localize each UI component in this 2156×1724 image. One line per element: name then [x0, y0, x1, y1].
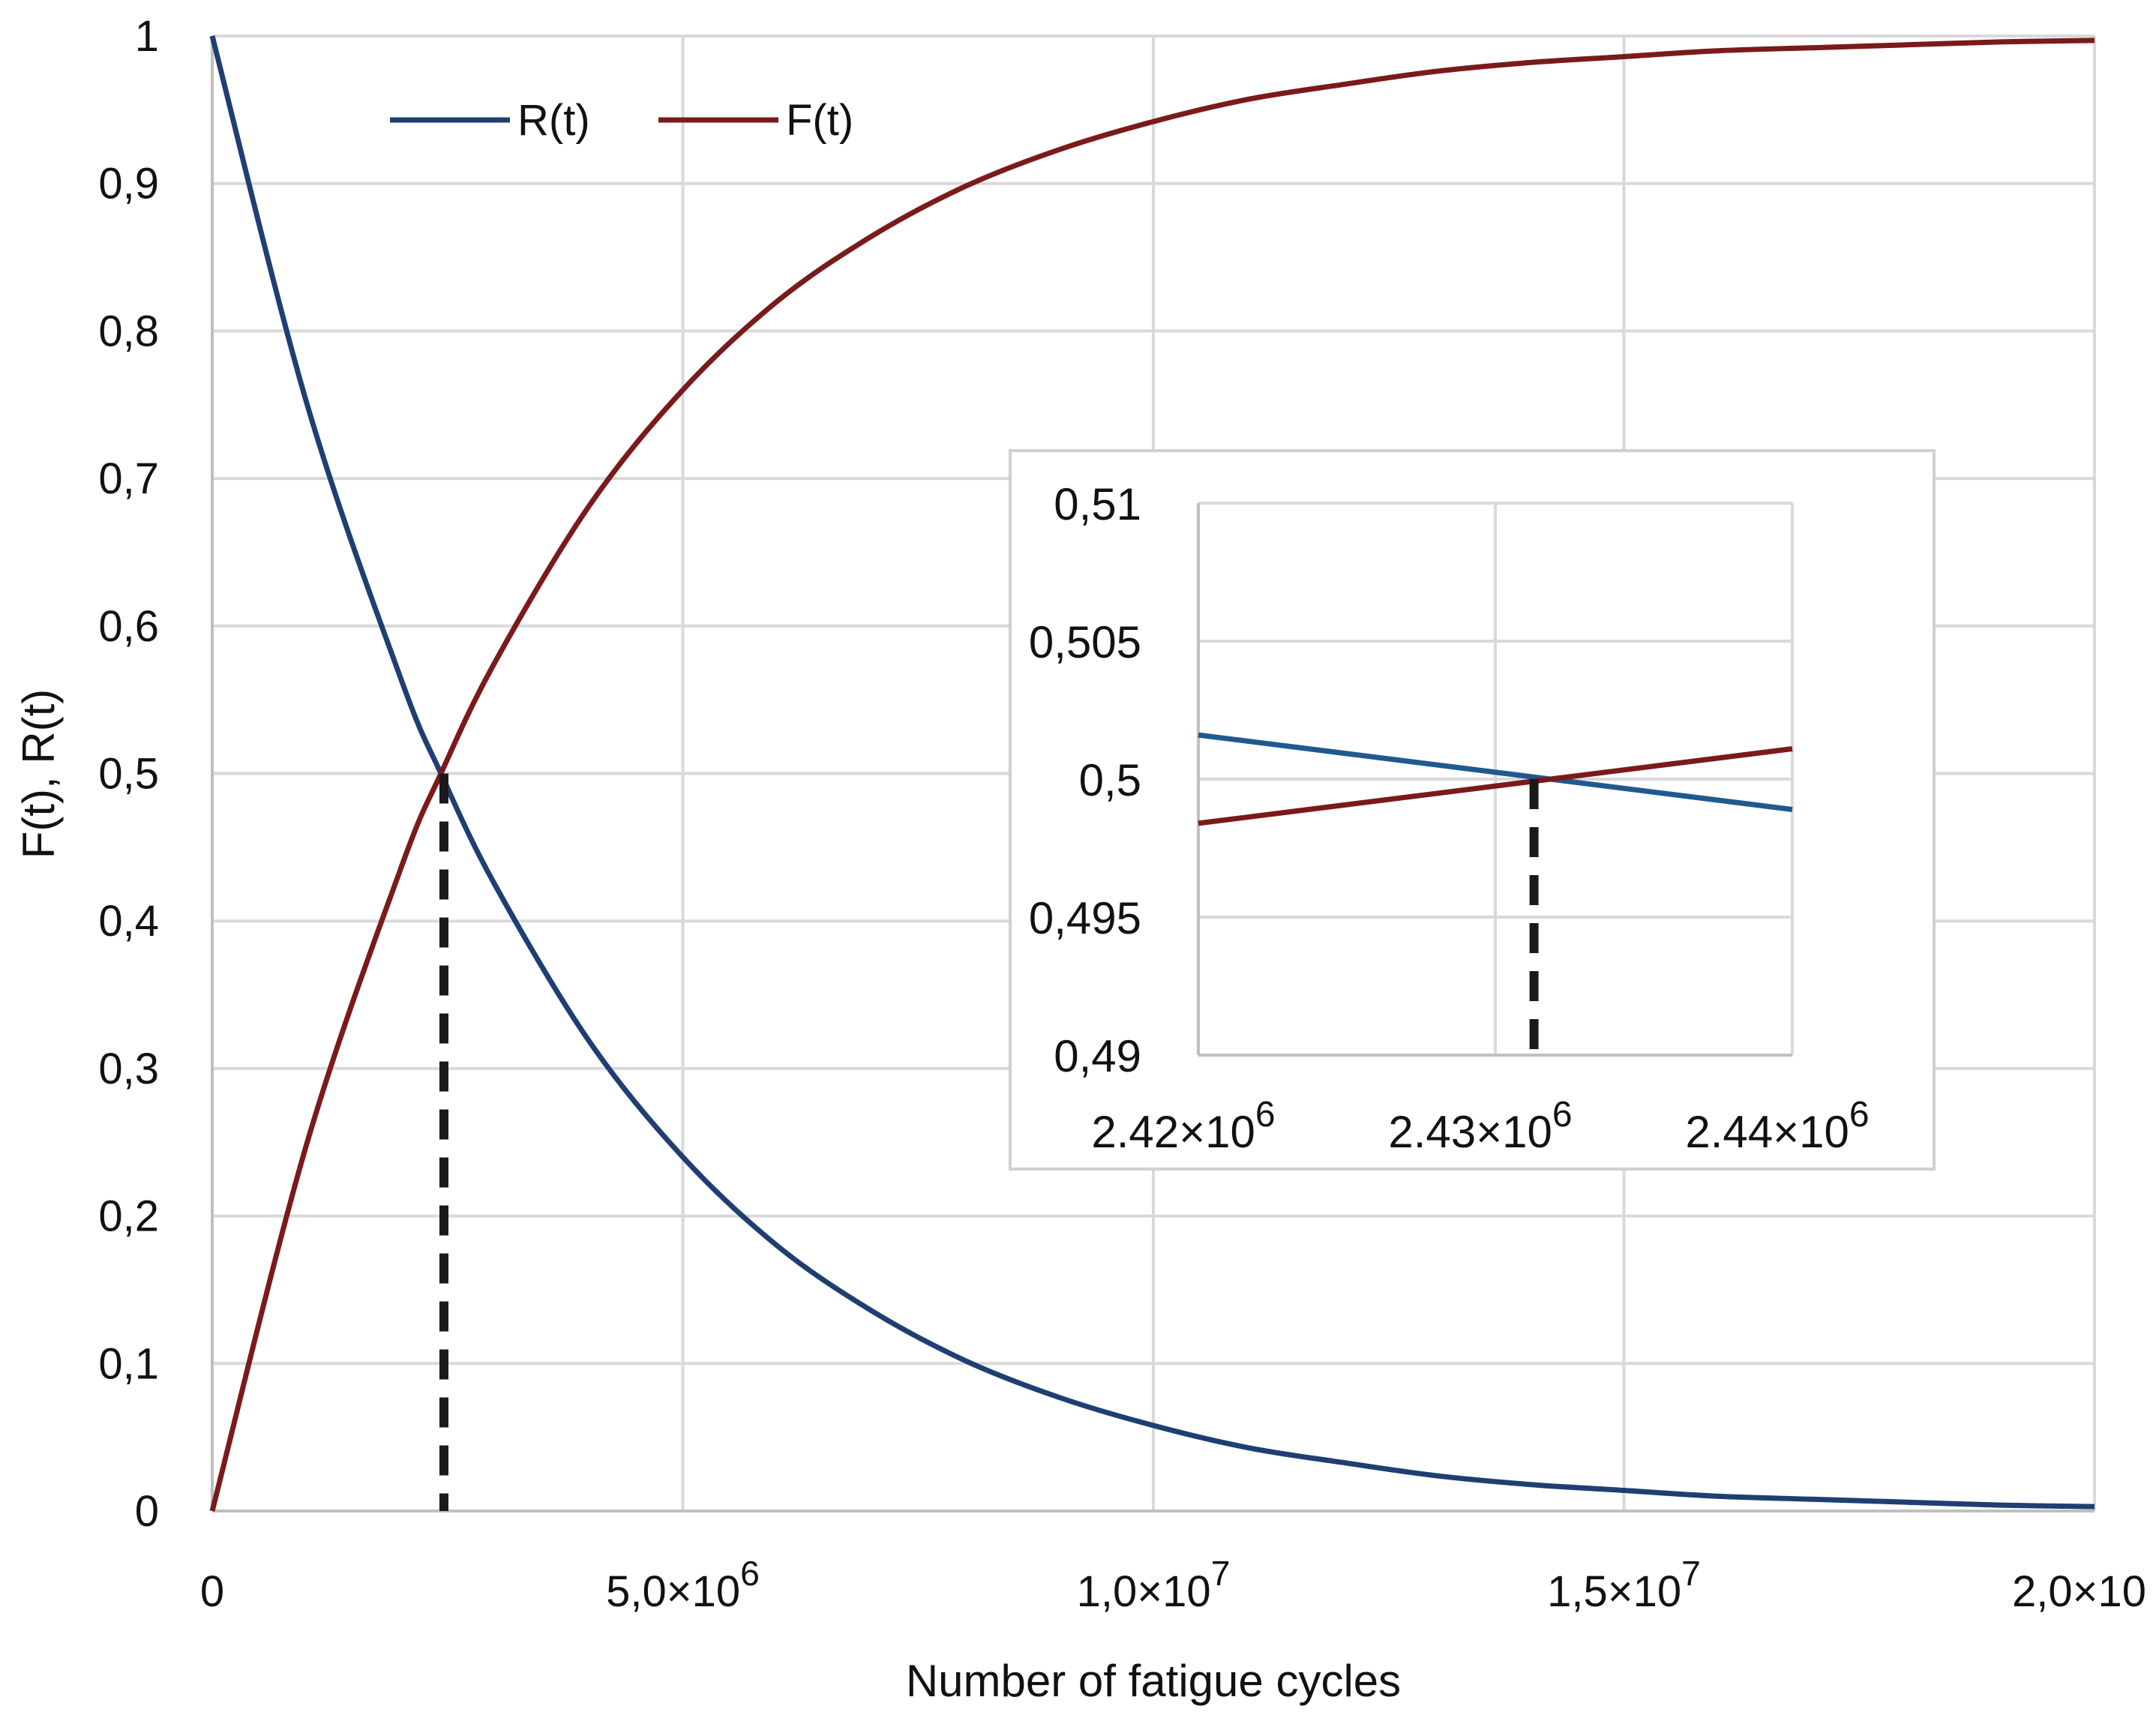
main-y-tick-label-text: 0,1 [98, 1339, 159, 1388]
main-x-tick-label: 1,5×107 [1547, 1554, 1701, 1616]
main-x-tick-label-text: 5,0×10 [606, 1567, 740, 1616]
inset-x-tick-label-exponent: 6 [1255, 1095, 1276, 1135]
inset-x-tick-label-exponent: 6 [1552, 1095, 1573, 1135]
main-y-tick-label: 0,9 [98, 160, 159, 208]
main-x-tick-label: 2,0×10 [2012, 1567, 2146, 1616]
main-x-tick-label-text: 0 [200, 1567, 224, 1616]
main-y-tick-labels: 0 0,1 0,2 0,3 0,4 0,5 0,6 0,7 0,8 0,9 1 [98, 12, 159, 1536]
main-x-tick-label: 0 [200, 1567, 224, 1616]
legend-label-rt: R(t) [517, 96, 590, 145]
inset-y-tick-labels: 0,49 0,495 0,5 0,505 0,51 [1029, 479, 1141, 1081]
inset-y-tick-label: 0,495 [1029, 893, 1141, 943]
inset-x-tick-label-text: 2.43×10 [1388, 1107, 1552, 1157]
legend-label-ft: F(t) [786, 96, 853, 145]
main-x-tick-labels: 0 5,0×106 1,0×107 1,5×107 2,0×10 [200, 1554, 2146, 1616]
inset-x-tick-label: 2.44×106 [1685, 1095, 1869, 1157]
main-y-tick-label-text: 0,9 [98, 160, 159, 208]
inset-x-tick-label: 2.42×106 [1091, 1095, 1275, 1157]
inset-y-tick-label-text: 0,495 [1029, 893, 1141, 943]
main-y-tick-label: 0,5 [98, 750, 159, 799]
series-line-ft [209, 37, 2095, 1512]
main-y-tick-label-text: 0,5 [98, 750, 159, 799]
inset-series-line-rt [1198, 732, 1793, 812]
inset-series-lines [1198, 732, 1793, 826]
inset-x-tick-label-text: 2.44×10 [1685, 1107, 1849, 1157]
main-y-tick-label: 0,2 [98, 1192, 159, 1241]
inset-y-tick-label-text: 0,505 [1029, 617, 1141, 667]
inset-y-tick-label-text: 0,5 [1079, 755, 1141, 805]
main-x-tick-label-exponent: 7 [1211, 1554, 1231, 1593]
main-x-tick-label-text: 2,0×10 [2012, 1567, 2146, 1616]
inset-y-tick-label-text: 0,51 [1054, 479, 1141, 529]
main-y-tick-label-text: 0,3 [98, 1045, 159, 1093]
inset-y-tick-label-text: 0,49 [1054, 1031, 1141, 1081]
inset-y-tick-label: 0,49 [1054, 1031, 1141, 1081]
inset-x-tick-labels: 2.42×106 2.43×106 2.44×106 [1091, 1095, 1869, 1157]
main-axes [211, 36, 2095, 1513]
main-x-tick-label-exponent: 6 [740, 1554, 760, 1593]
inset-y-tick-label: 0,5 [1079, 755, 1141, 805]
main-y-tick-label: 0,4 [98, 897, 159, 946]
main-y-tick-label: 0,3 [98, 1045, 159, 1093]
main-y-tick-label-text: 0 [135, 1487, 159, 1536]
inset-y-tick-label: 0,505 [1029, 617, 1141, 667]
main-y-tick-label: 1 [135, 12, 159, 61]
main-y-tick-label-text: 1 [135, 12, 159, 61]
main-y-tick-label-text: 0,7 [98, 454, 159, 503]
main-y-tick-label: 0 [135, 1487, 159, 1536]
inset-x-tick-label-text: 2.42×10 [1091, 1107, 1255, 1157]
inset-frame [1009, 449, 1936, 1171]
main-y-tick-label-text: 0,6 [98, 602, 159, 651]
inset-series-line-ft [1198, 746, 1793, 826]
inset-x-tick-label-exponent: 6 [1849, 1095, 1870, 1135]
main-x-tick-label-text: 1,0×10 [1077, 1567, 1211, 1616]
y-axis-title: F(t), R(t) [13, 689, 64, 859]
main-x-tick-label-text: 1,5×10 [1547, 1567, 1681, 1616]
main-y-tick-label: 0,1 [98, 1339, 159, 1388]
x-axis-title: Number of fatigue cycles [906, 1656, 1401, 1706]
inset-x-tick-label: 2.43×106 [1388, 1095, 1572, 1157]
main-y-tick-label-text: 0,4 [98, 897, 159, 946]
inset-axes [1197, 503, 1792, 1057]
main-y-tick-label: 0,6 [98, 602, 159, 651]
main-y-tick-label-text: 0,8 [98, 307, 159, 355]
series-line-rt [209, 35, 2095, 1510]
legend: R(t) F(t) [390, 96, 853, 145]
main-series-lines [209, 35, 2095, 1512]
main-x-tick-label-exponent: 7 [1681, 1554, 1701, 1593]
inset-y-tick-label: 0,51 [1054, 479, 1141, 529]
main-y-tick-label: 0,7 [98, 454, 159, 503]
main-gridlines [212, 34, 2096, 1513]
main-x-tick-label: 5,0×106 [606, 1554, 760, 1616]
main-y-tick-label: 0,8 [98, 307, 159, 355]
main-y-tick-label-text: 0,2 [98, 1192, 159, 1241]
main-x-tick-label: 1,0×107 [1077, 1554, 1231, 1616]
